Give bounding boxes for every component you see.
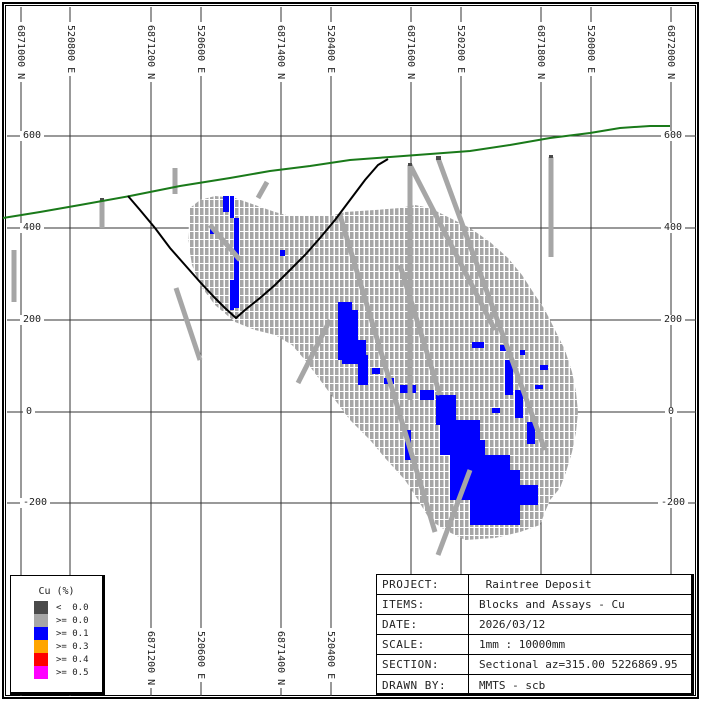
elevation-label: 200 bbox=[661, 315, 686, 325]
legend-entry: >= 0.0 bbox=[34, 614, 89, 627]
top-axis-label: 6871000 N bbox=[15, 22, 26, 83]
bottom-axis-label: 6871400 N bbox=[275, 628, 286, 689]
title-block-value: 1mm : 10000mm bbox=[479, 638, 566, 651]
top-axis-label: 6871800 N bbox=[535, 22, 546, 83]
elevation-label: -200 bbox=[20, 498, 51, 508]
title-block-key: SECTION: bbox=[377, 655, 469, 674]
top-axis-label: 6871400 N bbox=[275, 22, 286, 83]
legend-entry: >= 0.3 bbox=[34, 640, 89, 653]
inner-frame bbox=[5, 5, 696, 696]
legend-swatch bbox=[34, 601, 48, 614]
top-axis-label: 520800 E bbox=[65, 22, 76, 77]
top-axis-label: 6871600 N bbox=[405, 22, 416, 83]
elevation-label: 600 bbox=[661, 131, 686, 141]
topography-line bbox=[2, 125, 670, 219]
legend-swatch bbox=[34, 627, 48, 640]
top-axis-label: 520200 E bbox=[455, 22, 466, 77]
elevation-label: 400 bbox=[661, 223, 686, 233]
title-block-row-project: PROJECT: Raintree Deposit bbox=[377, 575, 691, 595]
elevation-label: -200 bbox=[658, 498, 689, 508]
title-block-row-drawn-by: DRAWN BY: MMTS - scb bbox=[377, 675, 691, 695]
legend-entry: >= 0.5 bbox=[34, 666, 89, 679]
elevation-label: 0 bbox=[665, 407, 678, 417]
top-axis-label: 520000 E bbox=[585, 22, 596, 77]
title-block-key: PROJECT: bbox=[377, 575, 469, 594]
legend-label: >= 0.4 bbox=[56, 654, 89, 665]
legend-label: >= 0.0 bbox=[56, 615, 89, 626]
title-block-key: SCALE: bbox=[377, 635, 469, 654]
elevation-label: 200 bbox=[20, 315, 45, 325]
title-block-row-items: ITEMS: Blocks and Assays - Cu bbox=[377, 595, 691, 615]
legend: Cu (%) < 0.0 >= 0.0 >= 0.1 >= 0.3 >= 0.4… bbox=[10, 575, 105, 695]
top-axis-label: 6871200 N bbox=[145, 22, 156, 83]
top-axis-label: 520400 E bbox=[325, 22, 336, 77]
legend-swatch bbox=[34, 640, 48, 653]
legend-swatch bbox=[34, 666, 48, 679]
top-axis-label: 6872000 N bbox=[665, 22, 676, 83]
drillhole-collars bbox=[100, 155, 553, 201]
legend-swatch bbox=[34, 614, 48, 627]
title-block-value: Blocks and Assays - Cu bbox=[479, 598, 625, 611]
title-block-row-section: SECTION: Sectional az=315.00 5226869.95 bbox=[377, 655, 691, 675]
legend-label: >= 0.3 bbox=[56, 641, 89, 652]
legend-entry: >= 0.1 bbox=[34, 627, 89, 640]
bottom-axis-label: 520400 E bbox=[325, 628, 336, 683]
elevation-label: 600 bbox=[20, 131, 45, 141]
legend-title: Cu (%) bbox=[38, 586, 75, 597]
legend-label: >= 0.5 bbox=[56, 667, 89, 678]
title-block: PROJECT: Raintree Deposit ITEMS: Blocks … bbox=[376, 574, 694, 696]
bottom-axis-label: 520600 E bbox=[195, 628, 206, 683]
title-block-value: Raintree Deposit bbox=[479, 578, 592, 591]
title-block-key: ITEMS: bbox=[377, 595, 469, 614]
bottom-axis-label: 6871200 N bbox=[145, 628, 156, 689]
legend-label: >= 0.1 bbox=[56, 628, 89, 639]
legend-entry: < 0.0 bbox=[34, 601, 89, 614]
title-block-value: Sectional az=315.00 5226869.95 bbox=[479, 658, 678, 671]
legend-label: < 0.0 bbox=[56, 602, 89, 613]
title-block-value: 2026/03/12 bbox=[479, 618, 546, 631]
pit-shell-line bbox=[127, 158, 389, 320]
legend-swatch bbox=[34, 653, 48, 666]
title-block-value: MMTS - scb bbox=[479, 678, 546, 692]
title-block-key: DRAWN BY: bbox=[377, 675, 469, 695]
title-block-key: DATE: bbox=[377, 615, 469, 634]
title-block-row-scale: SCALE: 1mm : 10000mm bbox=[377, 635, 691, 655]
title-block-row-date: DATE: 2026/03/12 bbox=[377, 615, 691, 635]
legend-entry: >= 0.4 bbox=[34, 653, 89, 666]
drill-holes bbox=[11, 157, 554, 556]
elevation-label: 0 bbox=[23, 407, 36, 417]
high-grade-blocks bbox=[210, 196, 548, 525]
elevation-label: 400 bbox=[20, 223, 45, 233]
top-axis-label: 520600 E bbox=[195, 22, 206, 77]
